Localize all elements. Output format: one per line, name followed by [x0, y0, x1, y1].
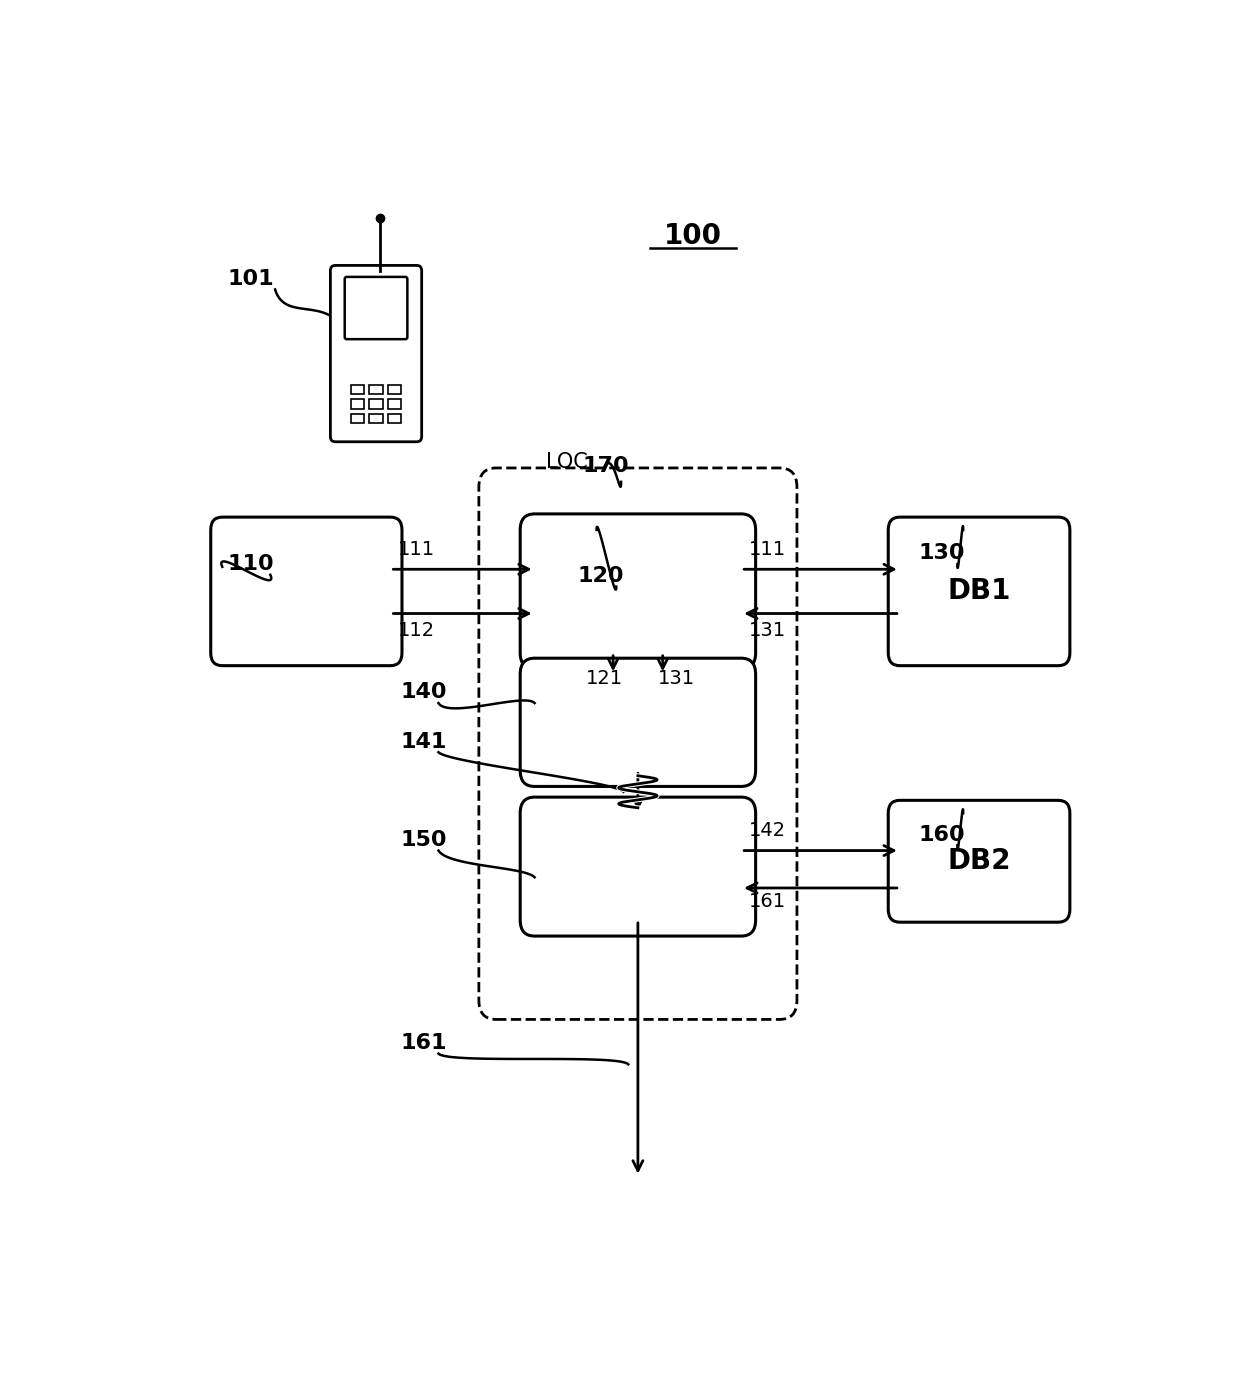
Text: DB1: DB1 [947, 577, 1011, 605]
Text: 161: 161 [749, 892, 786, 912]
FancyBboxPatch shape [370, 414, 383, 423]
FancyBboxPatch shape [888, 801, 1070, 922]
Text: 112: 112 [398, 622, 435, 640]
FancyBboxPatch shape [351, 414, 365, 423]
Text: 101: 101 [227, 269, 274, 289]
FancyBboxPatch shape [211, 518, 402, 666]
FancyBboxPatch shape [345, 278, 408, 339]
FancyBboxPatch shape [388, 400, 401, 408]
Text: 111: 111 [398, 540, 435, 558]
FancyBboxPatch shape [388, 384, 401, 394]
Text: 131: 131 [749, 622, 786, 640]
Text: 160: 160 [919, 824, 966, 844]
Text: 110: 110 [227, 554, 274, 575]
FancyBboxPatch shape [370, 400, 383, 408]
FancyBboxPatch shape [388, 414, 401, 423]
FancyBboxPatch shape [521, 514, 755, 669]
FancyBboxPatch shape [521, 797, 755, 936]
Text: 141: 141 [401, 731, 446, 751]
Text: 121: 121 [587, 669, 624, 688]
FancyBboxPatch shape [351, 384, 365, 394]
FancyBboxPatch shape [888, 518, 1070, 666]
Text: LOC: LOC [546, 452, 588, 472]
FancyBboxPatch shape [521, 658, 755, 787]
Text: 131: 131 [658, 669, 694, 688]
Text: 130: 130 [919, 544, 966, 564]
FancyBboxPatch shape [330, 265, 422, 441]
Text: 100: 100 [665, 222, 722, 250]
FancyBboxPatch shape [351, 400, 365, 408]
Text: 140: 140 [401, 683, 446, 702]
Text: DB2: DB2 [947, 847, 1011, 876]
Text: 161: 161 [401, 1033, 446, 1053]
Text: 120: 120 [578, 566, 624, 586]
Text: 150: 150 [401, 830, 446, 849]
Text: 142: 142 [749, 820, 786, 840]
Text: 111: 111 [749, 540, 786, 558]
FancyBboxPatch shape [370, 384, 383, 394]
Text: 170: 170 [583, 455, 629, 476]
